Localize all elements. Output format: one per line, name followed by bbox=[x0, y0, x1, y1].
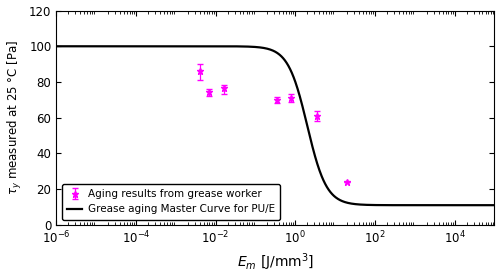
Grease aging Master Curve for PU/E bbox=[54, 45, 60, 48]
Grease aging Master Curve for PU/E bbox=[492, 203, 498, 207]
X-axis label: $E_m$ [J/mm$^3$]: $E_m$ [J/mm$^3$] bbox=[237, 252, 314, 273]
Y-axis label: $\tau_y$ measured at 25 $\degree$C [Pa]: $\tau_y$ measured at 25 $\degree$C [Pa] bbox=[6, 40, 24, 195]
Grease aging Master Curve for PU/E bbox=[246, 45, 252, 48]
Grease aging Master Curve for PU/E bbox=[395, 203, 401, 207]
Line: Grease aging Master Curve for PU/E: Grease aging Master Curve for PU/E bbox=[56, 46, 494, 205]
Legend: Aging results from grease worker, Grease aging Master Curve for PU/E: Aging results from grease worker, Grease… bbox=[62, 184, 280, 220]
Grease aging Master Curve for PU/E bbox=[403, 203, 409, 207]
Grease aging Master Curve for PU/E bbox=[98, 45, 104, 48]
Grease aging Master Curve for PU/E bbox=[230, 45, 236, 48]
Grease aging Master Curve for PU/E bbox=[354, 203, 360, 206]
